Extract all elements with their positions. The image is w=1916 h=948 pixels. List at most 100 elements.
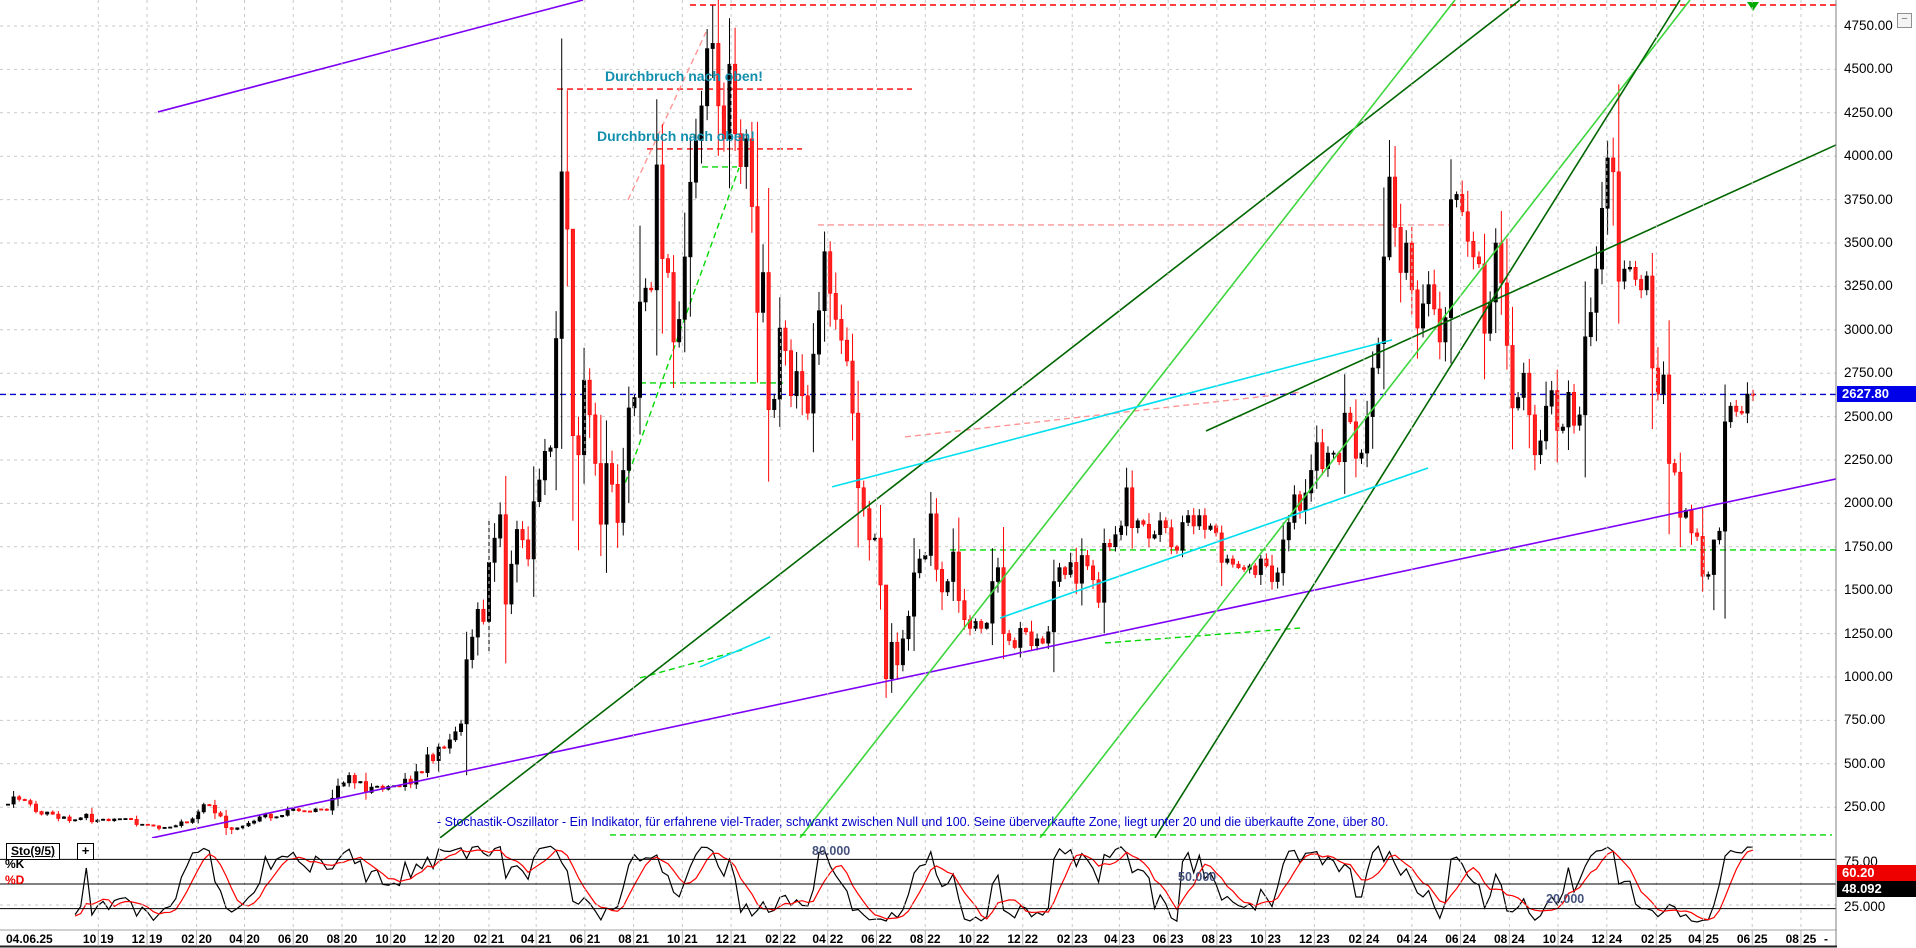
time-axis-label: 04	[1104, 932, 1118, 946]
time-axis-label: 20	[246, 932, 260, 946]
time-axis-label: 24	[1462, 932, 1476, 946]
osc-current-k-tag: 48.092	[1837, 881, 1916, 897]
time-axis-label: 23	[1316, 932, 1330, 946]
time-axis-label: 06	[861, 932, 875, 946]
osc-level-50: 50.000	[1178, 870, 1217, 884]
time-axis-label: 06	[1445, 932, 1459, 946]
time-axis-label: 23	[1074, 932, 1088, 946]
time-axis-label: 21	[490, 932, 505, 946]
price-axis-label: 250.00	[1844, 799, 1886, 815]
percent-k-label: %K	[5, 857, 25, 871]
time-axis-label: 20	[198, 932, 212, 946]
time-axis-label: 12	[424, 932, 438, 946]
time-axis-label: 12	[131, 932, 146, 946]
time-axis-label: 08	[1201, 932, 1215, 946]
time-axis-label: 22	[829, 932, 844, 946]
time-axis-label: 10	[375, 932, 389, 946]
price-axis-label: 3500.00	[1844, 235, 1893, 250]
add-indicator-button[interactable]: +	[77, 843, 94, 860]
time-axis-label: 12	[715, 932, 730, 946]
time-axis-label: 21	[586, 932, 601, 946]
collapse-panel-button[interactable]: −	[1897, 13, 1912, 28]
osc-level-20: 20.000	[1546, 892, 1585, 906]
stochastic-indicator-button[interactable]: Sto(9/5)	[6, 843, 61, 860]
time-axis-label: 25	[1754, 932, 1768, 946]
price-axis-label: 2000.00	[1844, 495, 1893, 511]
price-axis-label: 1500.00	[1844, 582, 1893, 598]
time-axis-label: 02	[765, 932, 779, 946]
time-axis-label: 12	[1299, 932, 1313, 946]
time-axis-label: 25	[1705, 932, 1719, 946]
time-axis-label: 12	[1591, 932, 1605, 946]
time-axis-label: 02	[1640, 932, 1655, 946]
time-axis-label: 06	[277, 932, 292, 946]
time-axis-label: 04	[1396, 932, 1410, 946]
time-axis-label: 21	[733, 932, 747, 946]
time-axis-label: 23	[1170, 932, 1184, 946]
osc-current-d-tag: 60.20	[1837, 865, 1916, 881]
time-axis-label: 06	[1736, 932, 1751, 946]
time-axis-label: 12	[1007, 932, 1021, 946]
time-axis-label: 04	[1688, 932, 1702, 946]
time-axis-label: 24	[1365, 932, 1380, 946]
price-axis-label: 4750.00	[1844, 18, 1893, 33]
price-axis-label: 4500.00	[1844, 61, 1893, 77]
time-axis-label: 04	[812, 932, 826, 946]
time-axis-label: 06	[1152, 932, 1167, 946]
time-axis-label: 10	[666, 932, 681, 946]
price-axis-label: 4000.00	[1844, 148, 1893, 164]
time-axis-label: 08	[1493, 932, 1508, 946]
time-axis-label: 08	[909, 932, 924, 946]
price-axis-label: 1000.00	[1844, 669, 1893, 684]
time-axis-label: 10	[1250, 932, 1264, 946]
breakout-annotation-1: Durchbruch nach oben!	[605, 68, 763, 84]
current-date-label: 04.06.25	[6, 932, 53, 946]
price-axis: 4750.00 4500.00 4250.00 4000.00 3750.00 3500.…	[1837, 0, 1916, 948]
time-axis-label: 24	[1511, 932, 1525, 946]
time-axis-label: 23	[1267, 932, 1281, 946]
time-axis-label: 21	[684, 932, 698, 946]
stochastic-description: - Stochastik-Oszillator - Ein Indikator,…	[437, 815, 1389, 829]
time-axis-label: 08	[1785, 932, 1799, 946]
time-axis-label: 02	[181, 932, 195, 946]
time-axis-label: 08	[618, 932, 632, 946]
time-axis-label: 22	[927, 932, 941, 946]
price-axis-label: 500.00	[1844, 755, 1886, 771]
time-axis-label: 20	[441, 932, 455, 946]
price-axis-label: 1250.00	[1844, 625, 1893, 641]
time-axis-label: 10	[958, 932, 972, 946]
current-price-tag: 2627.80	[1837, 386, 1916, 402]
time-axis-label: 22	[878, 932, 892, 946]
time-axis-label: 25	[1658, 932, 1672, 946]
price-axis-label: 750.00	[1844, 712, 1886, 728]
time-axis-label: 22	[1024, 932, 1039, 946]
axis-end-dash: -	[1824, 932, 1828, 946]
time-axis-label: 20	[343, 932, 358, 946]
time-axis-label: 02	[1056, 932, 1071, 946]
price-axis-label: 1750.00	[1844, 538, 1893, 554]
time-axis-label: 10	[1542, 932, 1557, 946]
time-axis-label: 24	[1413, 932, 1428, 946]
osc-level-80: 80.000	[812, 844, 851, 858]
time-axis-label: 19	[100, 932, 114, 946]
price-axis-label: 2250.00	[1844, 452, 1893, 467]
osc-scale-25: 25.000	[1844, 899, 1886, 914]
time-axis-label: 23	[1121, 932, 1135, 946]
price-axis-label: 2750.00	[1844, 365, 1893, 381]
time-axis-label: 08	[326, 932, 340, 946]
time-axis-label: 19	[149, 932, 163, 946]
time-axis-label: 02	[473, 932, 487, 946]
time-axis-label: 22	[975, 932, 990, 946]
price-axis-label: 3250.00	[1844, 278, 1893, 294]
time-axis-label: 22	[782, 932, 796, 946]
time-axis-label: 25	[1802, 932, 1817, 946]
time-axis-label: 23	[1218, 932, 1233, 946]
time-axis-label: 21	[635, 932, 649, 946]
price-axis-label: 4250.00	[1844, 104, 1893, 120]
time-axis-label: 02	[1348, 932, 1362, 946]
time-axis-label: 24	[1560, 932, 1574, 946]
time-axis-label: 20	[295, 932, 309, 946]
time-axis-label: 10	[82, 932, 97, 946]
